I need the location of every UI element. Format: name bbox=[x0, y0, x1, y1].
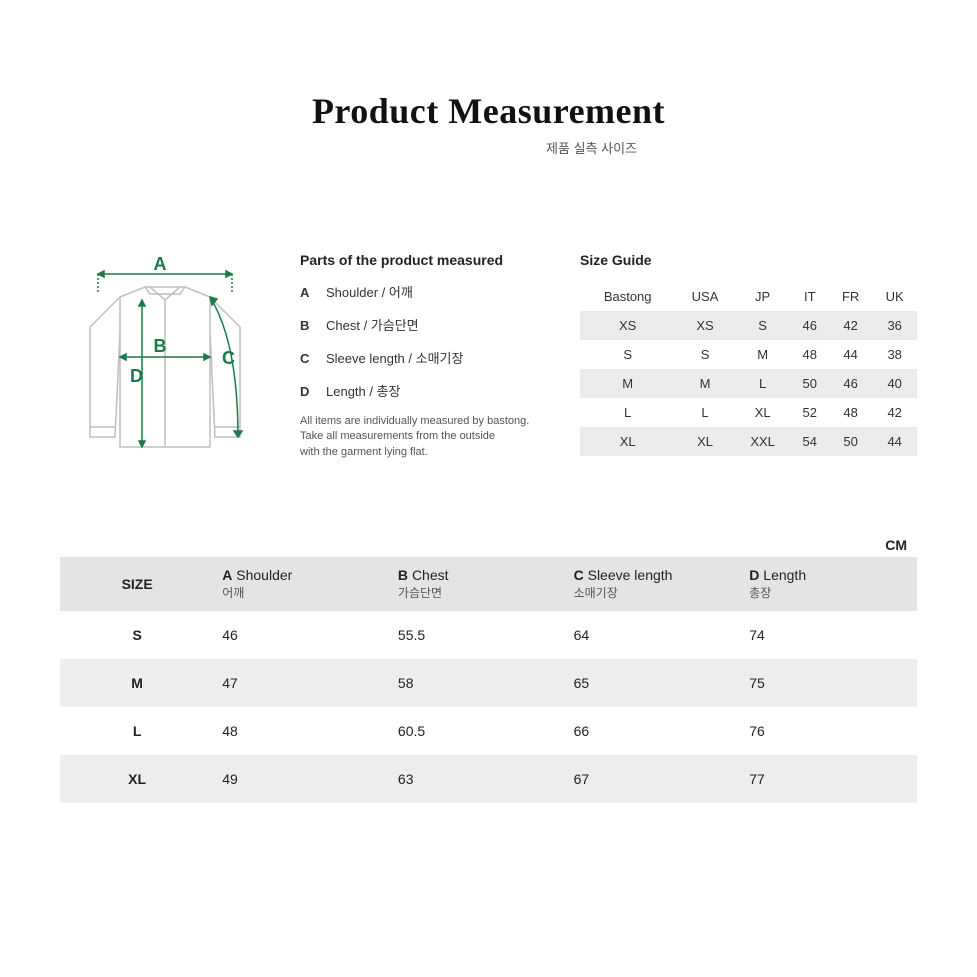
part-letter: B bbox=[300, 318, 314, 333]
parts-heading: Parts of the product measured bbox=[300, 252, 550, 268]
size-guide-table: Bastong USA JP IT FR UK XSXSS464236 SSM4… bbox=[580, 282, 917, 456]
meas-cell: 60.5 bbox=[390, 707, 566, 755]
size-guide-section: Size Guide Bastong USA JP IT FR UK XSXSS… bbox=[580, 252, 917, 456]
size-cell: XL bbox=[60, 755, 214, 803]
table-row: M 47 58 65 75 bbox=[60, 659, 917, 707]
part-row: B Chest / 가슴단면 bbox=[300, 315, 550, 334]
meas-cell: 47 bbox=[214, 659, 390, 707]
meas-cell: 48 bbox=[214, 707, 390, 755]
meas-cell: 46 bbox=[214, 611, 390, 659]
parts-section: Parts of the product measured A Shoulder… bbox=[300, 252, 550, 460]
meas-cell: 49 bbox=[214, 755, 390, 803]
size-cell: M bbox=[60, 659, 214, 707]
parts-note: All items are individually measured by b… bbox=[300, 414, 550, 460]
size-guide-heading: Size Guide bbox=[580, 252, 917, 268]
meas-cell: 77 bbox=[741, 755, 917, 803]
page-title: Product Measurement bbox=[60, 90, 917, 132]
table-row: MML504640 bbox=[580, 369, 917, 398]
table-row: LLXL524842 bbox=[580, 398, 917, 427]
part-row: D Length / 총장 bbox=[300, 381, 550, 400]
page-subtitle: 제품 실측 사이즈 bbox=[60, 138, 917, 157]
table-row: Bastong USA JP IT FR UK bbox=[580, 282, 917, 311]
guide-col-header: UK bbox=[872, 282, 917, 311]
table-row: XSXSS464236 bbox=[580, 311, 917, 340]
part-letter: C bbox=[300, 351, 314, 366]
table-row: XLXLXXL545044 bbox=[580, 427, 917, 456]
diagram-label-b: B bbox=[154, 336, 167, 356]
meas-cell: 63 bbox=[390, 755, 566, 803]
guide-col-header: Bastong bbox=[580, 282, 675, 311]
guide-col-header: JP bbox=[735, 282, 791, 311]
meas-cell: 66 bbox=[566, 707, 742, 755]
garment-diagram: A B C D bbox=[60, 252, 270, 467]
part-label: Shoulder / 어깨 bbox=[326, 282, 413, 301]
part-label: Sleeve length / 소매기장 bbox=[326, 348, 463, 367]
diagram-label-d: D bbox=[130, 366, 143, 386]
size-header: SIZE bbox=[60, 557, 214, 611]
cm-unit-label: CM bbox=[60, 537, 917, 553]
part-letter: A bbox=[300, 285, 314, 300]
meas-col-header: C Sleeve length 소매기장 bbox=[566, 557, 742, 611]
table-row: L 48 60.5 66 76 bbox=[60, 707, 917, 755]
part-label: Chest / 가슴단면 bbox=[326, 315, 419, 334]
measurements-table: SIZE A Shoulder 어깨 B Chest 가슴단면 C Sleeve… bbox=[60, 557, 917, 803]
meas-cell: 64 bbox=[566, 611, 742, 659]
meas-cell: 74 bbox=[741, 611, 917, 659]
meas-cell: 76 bbox=[741, 707, 917, 755]
meas-cell: 67 bbox=[566, 755, 742, 803]
table-row: SIZE A Shoulder 어깨 B Chest 가슴단면 C Sleeve… bbox=[60, 557, 917, 611]
meas-cell: 65 bbox=[566, 659, 742, 707]
guide-col-header: IT bbox=[791, 282, 829, 311]
part-row: A Shoulder / 어깨 bbox=[300, 282, 550, 301]
guide-col-header: USA bbox=[675, 282, 734, 311]
table-row: S 46 55.5 64 74 bbox=[60, 611, 917, 659]
diagram-label-a: A bbox=[154, 254, 167, 274]
size-cell: L bbox=[60, 707, 214, 755]
diagram-label-c: C bbox=[222, 348, 235, 368]
meas-col-header: B Chest 가슴단면 bbox=[390, 557, 566, 611]
part-row: C Sleeve length / 소매기장 bbox=[300, 348, 550, 367]
size-cell: S bbox=[60, 611, 214, 659]
table-row: XL 49 63 67 77 bbox=[60, 755, 917, 803]
guide-col-header: FR bbox=[829, 282, 872, 311]
meas-col-header: A Shoulder 어깨 bbox=[214, 557, 390, 611]
part-letter: D bbox=[300, 384, 314, 399]
meas-col-header: D Length 총장 bbox=[741, 557, 917, 611]
part-label: Length / 총장 bbox=[326, 381, 401, 400]
meas-cell: 58 bbox=[390, 659, 566, 707]
table-row: SSM484438 bbox=[580, 340, 917, 369]
meas-cell: 55.5 bbox=[390, 611, 566, 659]
meas-cell: 75 bbox=[741, 659, 917, 707]
